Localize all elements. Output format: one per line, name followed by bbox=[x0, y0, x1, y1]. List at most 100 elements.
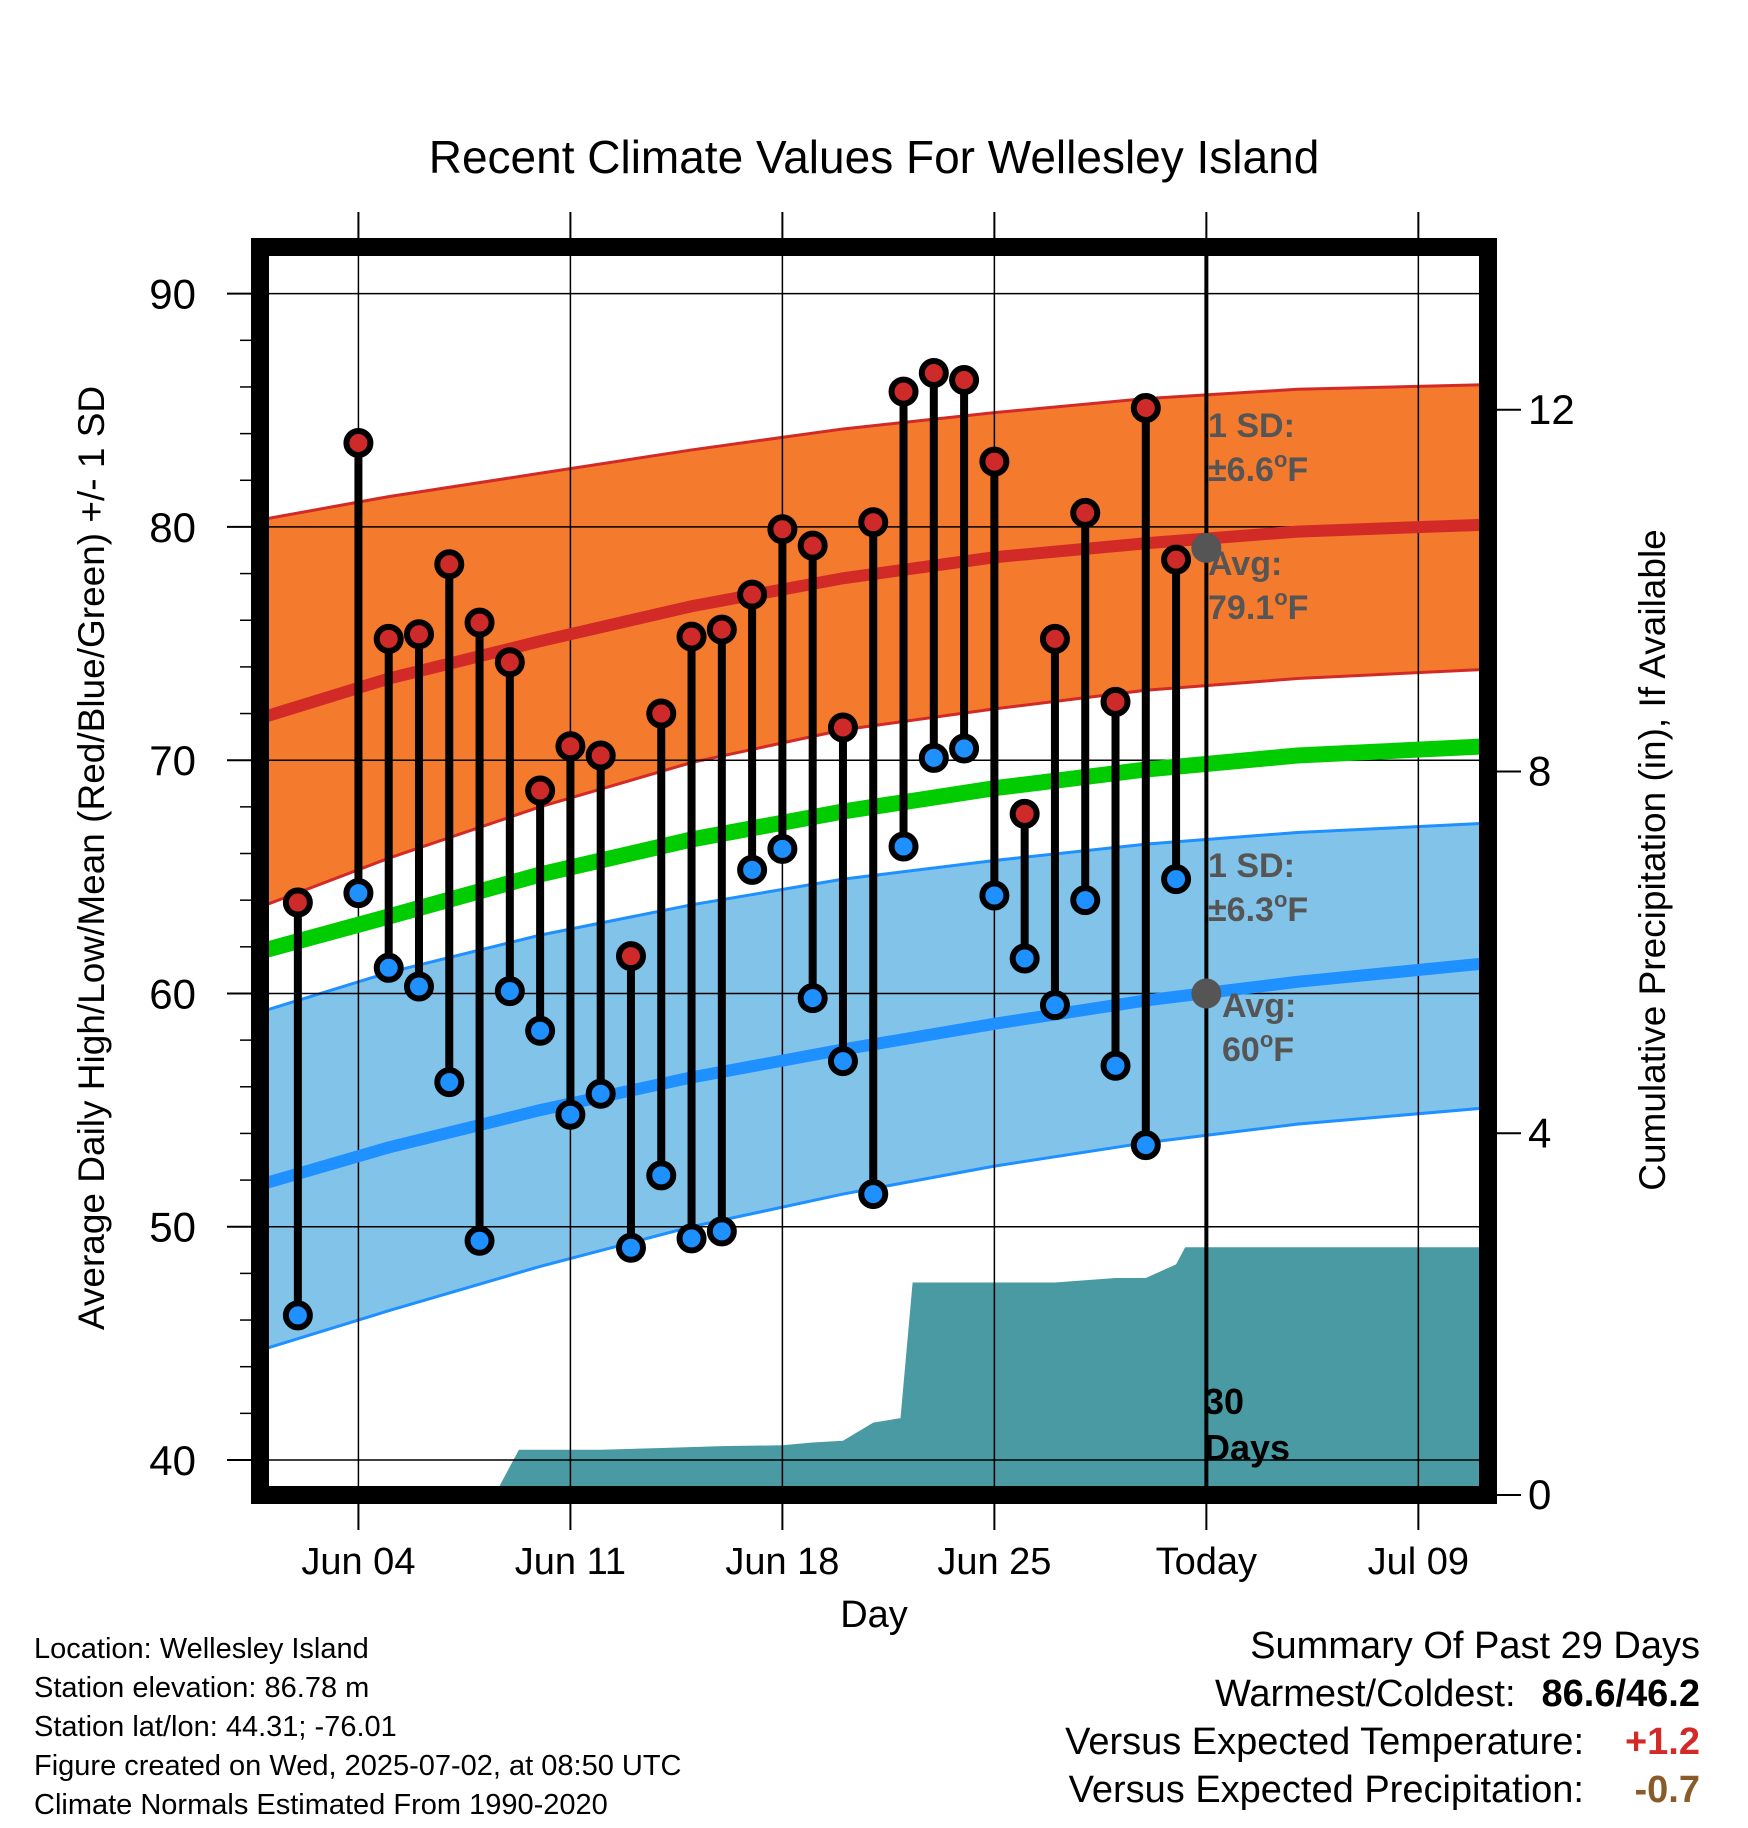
x-tick-label: Today bbox=[1156, 1541, 1257, 1583]
y2-tick-label: 8 bbox=[1528, 748, 1551, 795]
high-avg-label-line1: Avg: bbox=[1208, 545, 1282, 583]
daily-high-point bbox=[282, 887, 313, 918]
daily-low-point bbox=[706, 1216, 737, 1247]
high-avg-label-degree: o bbox=[1274, 585, 1287, 610]
high-avg-label-unit: F bbox=[1288, 589, 1309, 627]
daily-high-point bbox=[827, 712, 858, 743]
x-axis-label: Day bbox=[840, 1594, 908, 1636]
daily-bars bbox=[282, 357, 1222, 1331]
elevation-text: Station elevation: 86.78 m bbox=[34, 1672, 370, 1704]
low-sd-label-line1: 1 SD: bbox=[1208, 847, 1295, 885]
low-avg-today-marker bbox=[1191, 978, 1222, 1009]
warm-cold-row: Warmest/Coldest: 86.6/46.2 bbox=[800, 1670, 1700, 1718]
daily-low-point bbox=[494, 976, 525, 1007]
high-avg-label-line2: 79.1oF bbox=[1208, 585, 1308, 627]
plot-border bbox=[251, 238, 1497, 1504]
daily-low-point bbox=[615, 1232, 646, 1263]
y-tick-label: 70 bbox=[149, 737, 196, 784]
daily-low-point bbox=[737, 854, 768, 885]
high-sd-upper-edge bbox=[260, 383, 1488, 522]
daily-low-point bbox=[373, 952, 404, 983]
summary-title: Summary Of Past 29 Days bbox=[1250, 1625, 1700, 1667]
y-tick-label: 80 bbox=[149, 504, 196, 551]
temp-value: +1.2 bbox=[1624, 1721, 1700, 1763]
x-tick-label: Jul 09 bbox=[1368, 1541, 1469, 1583]
daily-low-point bbox=[343, 878, 374, 909]
daily-high-point bbox=[1130, 392, 1161, 423]
warm-cold-label: Warmest/Coldest: bbox=[1214, 1673, 1516, 1715]
daily-high-point bbox=[585, 740, 616, 771]
daily-high-point bbox=[737, 579, 768, 610]
daily-high-point bbox=[797, 530, 828, 561]
daily-low-point bbox=[918, 742, 949, 773]
daily-low-point bbox=[949, 733, 980, 764]
y-tick-label: 40 bbox=[149, 1437, 196, 1484]
low-avg-label-line2: 60oF bbox=[1222, 1027, 1294, 1069]
daily-high-point bbox=[646, 698, 677, 729]
daily-low-point bbox=[1130, 1130, 1161, 1161]
high-sd-label-line2: ±6.6oF bbox=[1208, 447, 1308, 489]
daily-low-point bbox=[888, 831, 919, 862]
high-sd-label-degree: o bbox=[1274, 447, 1287, 472]
daily-low-point bbox=[1161, 864, 1192, 895]
daily-low-point bbox=[858, 1179, 889, 1210]
location-text: Location: Wellesley Island bbox=[34, 1633, 369, 1665]
high-avg-today-marker bbox=[1191, 532, 1222, 563]
y-axis-label: Average Daily High/Low/Mean (Red/Blue/Gr… bbox=[71, 386, 112, 1330]
daily-high-point bbox=[615, 941, 646, 972]
daily-high-point bbox=[494, 647, 525, 678]
x-tick-label: Jun 04 bbox=[301, 1541, 415, 1583]
summary-panel: Summary Of Past 29 Days Warmest/Coldest:… bbox=[800, 1622, 1700, 1814]
y-tick-label: 50 bbox=[149, 1204, 196, 1251]
temp-row: Versus Expected Temperature: +1.2 bbox=[800, 1718, 1700, 1766]
daily-low-point bbox=[1100, 1050, 1131, 1081]
latlon-text: Station lat/lon: 44.31; -76.01 bbox=[34, 1711, 397, 1743]
daily-low-point bbox=[525, 1015, 556, 1046]
daily-high-point bbox=[918, 357, 949, 388]
daily-high-point bbox=[1161, 544, 1192, 575]
high-sd-label-line1: 1 SD: bbox=[1208, 407, 1295, 445]
daily-high-point bbox=[888, 376, 919, 407]
daily-high-point bbox=[767, 514, 798, 545]
axes: 40 50 60 70 80 90 0 4 8 12 Jun 04 Jun 11 Jun 18 Jun 2… bbox=[149, 212, 1575, 1583]
normal-high-line bbox=[260, 518, 1488, 724]
precipitation-fill bbox=[494, 1247, 1488, 1495]
daily-high-point bbox=[1039, 623, 1070, 654]
daily-high-point bbox=[1009, 798, 1040, 829]
y-tick-label: 60 bbox=[149, 970, 196, 1017]
high-sd-label-unit: F bbox=[1287, 451, 1308, 489]
daily-low-point bbox=[797, 983, 828, 1014]
daily-low-point bbox=[464, 1225, 495, 1256]
daily-high-point bbox=[676, 621, 707, 652]
daily-high-point bbox=[555, 731, 586, 762]
temp-label: Versus Expected Temperature: bbox=[1065, 1721, 1584, 1763]
daily-high-point bbox=[525, 775, 556, 806]
daily-low-point bbox=[979, 880, 1010, 911]
y2-tick-label: 12 bbox=[1528, 386, 1575, 433]
y2-axis-label: Cumulative Precipitation (in), If Availa… bbox=[1632, 529, 1673, 1191]
station-info: Location: Wellesley Island Station eleva… bbox=[34, 1630, 934, 1825]
low-avg-label-unit: F bbox=[1273, 1031, 1294, 1069]
low-sd-label-unit: F bbox=[1287, 891, 1308, 929]
daily-low-point bbox=[555, 1099, 586, 1130]
low-avg-label-line1: Avg: bbox=[1222, 987, 1296, 1025]
y-tick-label: 90 bbox=[149, 271, 196, 318]
daily-low-point bbox=[1009, 943, 1040, 974]
daily-low-point bbox=[585, 1078, 616, 1109]
precip-label: Versus Expected Precipitation: bbox=[1068, 1769, 1584, 1811]
daily-high-point bbox=[464, 607, 495, 638]
daily-high-point bbox=[858, 507, 889, 538]
chart-title: Recent Climate Values For Wellesley Isla… bbox=[429, 131, 1320, 183]
normals-text: Climate Normals Estimated From 1990-2020 bbox=[34, 1789, 608, 1821]
daily-low-point bbox=[767, 833, 798, 864]
daily-low-point bbox=[282, 1300, 313, 1331]
daily-high-point bbox=[979, 446, 1010, 477]
daily-high-point bbox=[343, 427, 374, 458]
daily-low-point bbox=[1039, 990, 1070, 1021]
low-sd-label-degree: o bbox=[1274, 887, 1287, 912]
precip-value: -0.7 bbox=[1634, 1769, 1700, 1811]
x-tick-label: Jun 25 bbox=[937, 1541, 1051, 1583]
daily-high-point bbox=[706, 614, 737, 645]
daily-high-point bbox=[434, 549, 465, 580]
